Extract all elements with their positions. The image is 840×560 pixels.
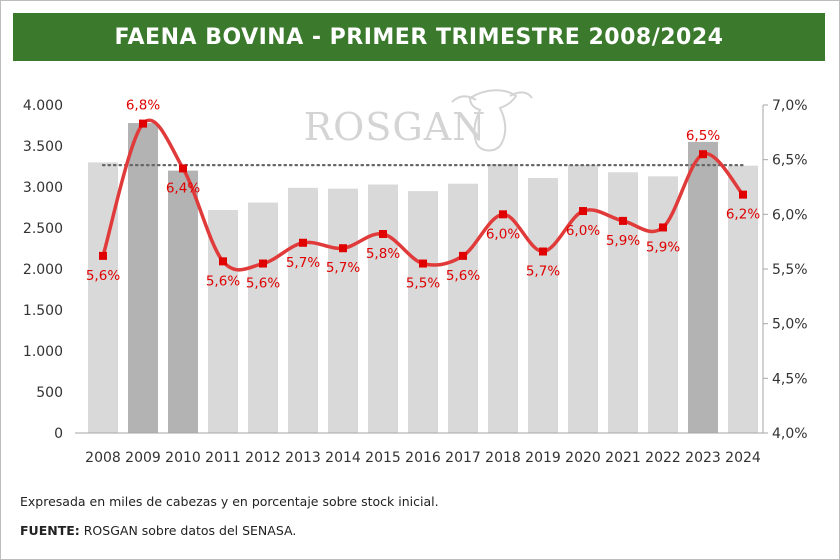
bar-2009 xyxy=(128,123,158,433)
rosgan-watermark: ROSGAN xyxy=(304,89,533,152)
y-left-tick-label: 3.500 xyxy=(23,139,63,155)
y-right-tick-label: 4,5% xyxy=(772,371,808,387)
bar-2018 xyxy=(488,164,518,434)
y-right-tick-label: 5,5% xyxy=(772,262,808,278)
marker-2020 xyxy=(579,207,587,216)
data-label-2021: 5,9% xyxy=(606,233,640,249)
marker-2021 xyxy=(619,216,627,225)
marker-2011 xyxy=(219,257,227,266)
data-label-2010: 6,4% xyxy=(166,180,200,196)
y-left-tick-label: 1.000 xyxy=(23,344,63,360)
marker-2017 xyxy=(459,251,467,260)
data-label-2019: 5,7% xyxy=(526,264,560,280)
marker-2009 xyxy=(139,119,147,128)
y-right-tick-label: 6,0% xyxy=(772,207,808,223)
bar-2013 xyxy=(288,187,318,433)
data-label-2008: 5,6% xyxy=(86,268,120,284)
chart-note: Expresada en miles de cabezas y en porce… xyxy=(20,494,439,509)
marker-2022 xyxy=(659,223,667,232)
x-tick-label: 2016 xyxy=(405,450,441,466)
watermark-text: ROSGAN xyxy=(304,105,487,149)
x-tick-label: 2018 xyxy=(485,450,521,466)
bar-2019 xyxy=(528,177,558,433)
marker-2010 xyxy=(179,164,187,173)
x-tick-label: 2014 xyxy=(325,450,361,466)
y-left-tick-label: 2.000 xyxy=(23,262,63,278)
bar-2022 xyxy=(648,176,678,433)
data-label-2022: 5,9% xyxy=(646,239,680,255)
bar-2010 xyxy=(168,170,198,433)
y-right-tick-label: 6,5% xyxy=(772,153,808,169)
x-tick-label: 2021 xyxy=(605,450,641,466)
marker-2008 xyxy=(99,251,107,260)
marker-2018 xyxy=(499,210,507,219)
data-label-2012: 5,6% xyxy=(246,276,280,292)
x-tick-label: 2020 xyxy=(565,450,601,466)
y-left-tick-label: 0 xyxy=(54,426,63,442)
data-label-2023: 6,5% xyxy=(686,128,720,144)
x-tick-label: 2013 xyxy=(285,450,321,466)
bar-2021 xyxy=(608,172,638,434)
source-label: FUENTE: xyxy=(20,523,80,538)
bull-head-icon xyxy=(451,89,533,152)
marker-2014 xyxy=(339,244,347,253)
bar-2012 xyxy=(248,202,278,433)
bar-2008 xyxy=(88,162,118,433)
data-label-2015: 5,8% xyxy=(366,246,400,262)
marker-2019 xyxy=(539,247,547,256)
x-tick-label: 2017 xyxy=(445,450,481,466)
x-tick-label: 2022 xyxy=(645,450,681,466)
data-label-2018: 6,0% xyxy=(486,226,520,242)
y-left-tick-label: 1.500 xyxy=(23,303,63,319)
x-tick-label: 2024 xyxy=(725,450,761,466)
data-label-2013: 5,7% xyxy=(286,255,320,271)
x-tick-label: 2019 xyxy=(525,450,561,466)
bar-2015 xyxy=(368,184,398,433)
y-left-tick-label: 3.000 xyxy=(23,180,63,196)
data-label-2009: 6,8% xyxy=(126,98,160,114)
data-label-2014: 5,7% xyxy=(326,260,360,276)
bar-2024 xyxy=(728,165,758,433)
marker-2012 xyxy=(259,259,267,268)
data-label-2017: 5,6% xyxy=(446,268,480,284)
chart-title: FAENA BOVINA - PRIMER TRIMESTRE 2008/202… xyxy=(13,13,825,61)
bar-2014 xyxy=(328,188,358,433)
marker-2024 xyxy=(739,190,747,199)
x-tick-label: 2015 xyxy=(365,450,401,466)
y-left-tick-label: 4.000 xyxy=(23,98,63,114)
y-right-tick-label: 5,0% xyxy=(772,317,808,333)
bar-2016 xyxy=(408,191,438,433)
x-tick-label: 2012 xyxy=(245,450,281,466)
marker-2013 xyxy=(299,238,307,247)
x-tick-label: 2009 xyxy=(125,450,161,466)
data-label-2011: 5,6% xyxy=(206,273,240,289)
source-text: ROSGAN sobre datos del SENASA. xyxy=(83,523,297,538)
chart-source: FUENTE: ROSGAN sobre datos del SENASA. xyxy=(20,523,296,538)
data-label-2024: 6,2% xyxy=(726,207,760,223)
marker-2015 xyxy=(379,230,387,239)
marker-2023 xyxy=(699,150,707,159)
y-left-tick-label: 500 xyxy=(36,385,63,401)
x-tick-label: 2023 xyxy=(685,450,721,466)
x-tick-label: 2010 xyxy=(165,450,201,466)
x-tick-label: 2008 xyxy=(85,450,121,466)
y-right-tick-label: 7,0% xyxy=(772,98,808,114)
x-tick-label: 2011 xyxy=(205,450,241,466)
bar-2017 xyxy=(448,183,478,433)
y-right-tick-label: 4,0% xyxy=(772,426,808,442)
data-label-2020: 6,0% xyxy=(566,223,600,239)
data-label-2016: 5,5% xyxy=(406,276,440,292)
bar-2023 xyxy=(688,141,718,433)
marker-2016 xyxy=(419,259,427,268)
y-left-tick-label: 2.500 xyxy=(23,221,63,237)
bar-2020 xyxy=(568,164,598,434)
